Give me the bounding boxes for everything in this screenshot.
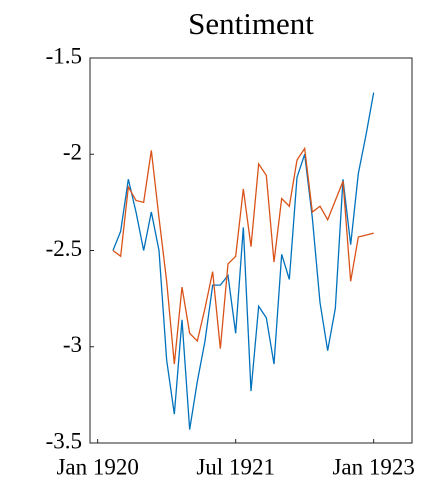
x-tick-label: Jul 1921 [196, 454, 275, 479]
y-tick-label: -3.5 [46, 428, 82, 453]
y-tick-label: -3 [63, 332, 82, 357]
series-line [112, 146, 374, 365]
x-tick-label: Jan 1923 [332, 454, 414, 479]
chart-title: Sentiment [188, 6, 314, 41]
x-tick-label: Jan 1920 [56, 454, 138, 479]
y-tick-label: -2 [63, 140, 82, 165]
y-tick-label: -1.5 [46, 43, 82, 68]
series-line [112, 92, 375, 430]
y-tick-label: -2.5 [46, 236, 82, 261]
